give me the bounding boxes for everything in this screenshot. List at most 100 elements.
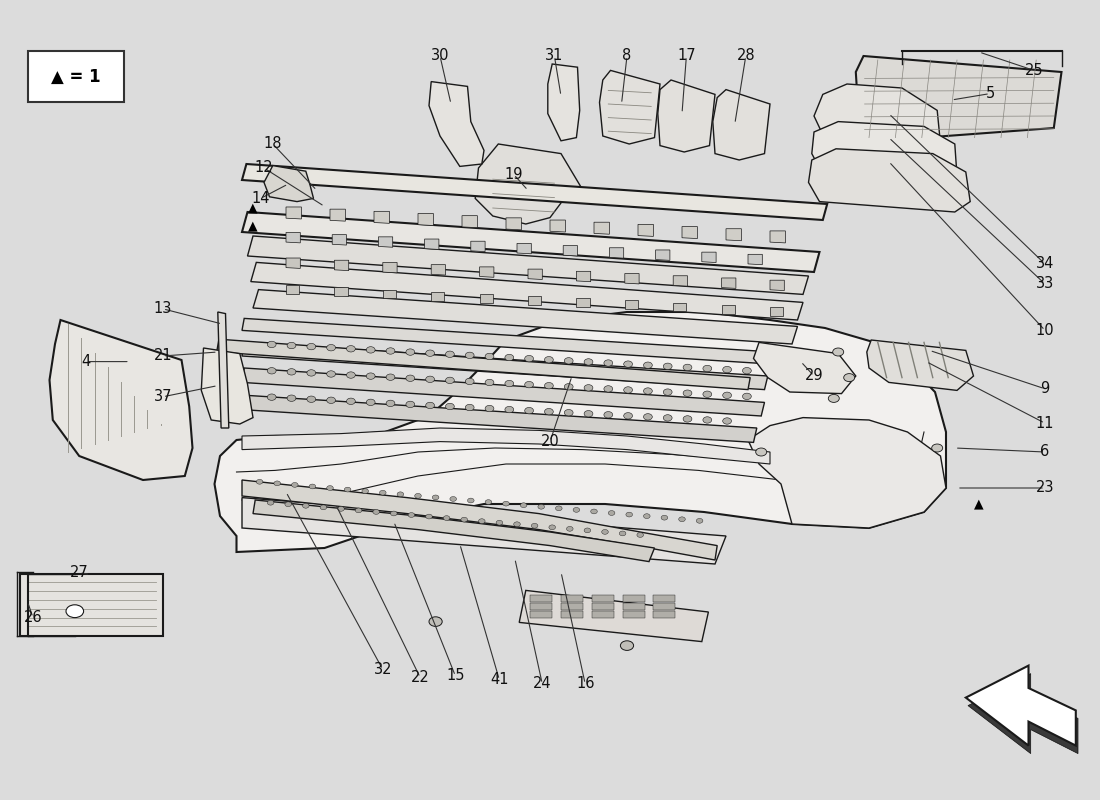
Circle shape	[408, 513, 415, 518]
Polygon shape	[770, 280, 784, 290]
Circle shape	[344, 487, 351, 492]
Text: 21: 21	[154, 349, 172, 363]
Polygon shape	[748, 254, 762, 265]
Circle shape	[723, 418, 732, 424]
Polygon shape	[332, 234, 346, 245]
Circle shape	[426, 514, 432, 519]
Polygon shape	[286, 285, 299, 294]
Text: 24: 24	[534, 677, 551, 691]
Polygon shape	[242, 212, 820, 272]
Circle shape	[573, 507, 580, 512]
Circle shape	[366, 373, 375, 379]
Circle shape	[703, 366, 712, 372]
Text: 25: 25	[1025, 63, 1043, 78]
Circle shape	[461, 518, 468, 522]
Text: ▲: ▲	[249, 202, 257, 214]
Circle shape	[514, 522, 520, 526]
Circle shape	[66, 605, 84, 618]
Polygon shape	[673, 276, 688, 286]
Circle shape	[468, 498, 474, 503]
Text: 5: 5	[986, 86, 994, 101]
Circle shape	[465, 352, 474, 358]
Circle shape	[386, 374, 395, 380]
Polygon shape	[50, 320, 192, 480]
Circle shape	[307, 343, 316, 350]
Circle shape	[604, 411, 613, 418]
Polygon shape	[563, 246, 578, 256]
Polygon shape	[653, 603, 675, 610]
Polygon shape	[201, 348, 253, 424]
Circle shape	[320, 505, 327, 510]
Polygon shape	[594, 222, 609, 234]
Polygon shape	[748, 418, 946, 528]
Polygon shape	[600, 70, 660, 144]
Text: 8: 8	[623, 49, 631, 63]
Polygon shape	[248, 236, 808, 294]
Circle shape	[683, 364, 692, 370]
Circle shape	[465, 404, 474, 410]
Text: 9: 9	[1041, 382, 1049, 396]
Polygon shape	[561, 603, 583, 610]
Circle shape	[397, 492, 404, 497]
Polygon shape	[530, 603, 552, 610]
Polygon shape	[856, 56, 1062, 142]
Circle shape	[327, 486, 333, 490]
Polygon shape	[242, 164, 827, 220]
Circle shape	[346, 372, 355, 378]
Circle shape	[485, 406, 494, 412]
Circle shape	[703, 417, 712, 423]
Circle shape	[703, 391, 712, 398]
Polygon shape	[242, 395, 757, 442]
Circle shape	[478, 518, 485, 523]
Text: 27: 27	[69, 566, 89, 580]
Circle shape	[309, 484, 316, 489]
Polygon shape	[383, 290, 396, 298]
Polygon shape	[625, 301, 638, 310]
Polygon shape	[867, 340, 974, 390]
Polygon shape	[592, 595, 614, 602]
Polygon shape	[968, 674, 1078, 754]
Circle shape	[604, 386, 613, 392]
Polygon shape	[548, 64, 580, 141]
Polygon shape	[966, 666, 1076, 746]
Polygon shape	[374, 211, 389, 223]
Polygon shape	[253, 290, 798, 344]
Circle shape	[287, 369, 296, 375]
Polygon shape	[550, 220, 565, 232]
Circle shape	[505, 406, 514, 413]
Circle shape	[723, 392, 732, 398]
Circle shape	[549, 525, 556, 530]
Circle shape	[544, 409, 553, 415]
Polygon shape	[217, 339, 750, 390]
Polygon shape	[625, 274, 639, 284]
Circle shape	[644, 514, 650, 518]
Polygon shape	[812, 122, 957, 184]
Polygon shape	[383, 262, 397, 273]
Circle shape	[520, 502, 527, 507]
Circle shape	[362, 489, 369, 494]
Polygon shape	[462, 216, 477, 228]
Circle shape	[696, 518, 703, 523]
Polygon shape	[722, 278, 736, 288]
Polygon shape	[475, 144, 583, 224]
Polygon shape	[264, 166, 314, 202]
Text: 37: 37	[154, 390, 172, 404]
Circle shape	[584, 528, 591, 533]
Text: ▲: ▲	[975, 498, 983, 510]
Circle shape	[661, 515, 668, 520]
Circle shape	[544, 357, 553, 363]
Polygon shape	[814, 84, 940, 150]
Polygon shape	[242, 368, 764, 416]
Text: 20: 20	[540, 434, 560, 449]
Polygon shape	[530, 595, 552, 602]
Polygon shape	[623, 603, 645, 610]
Polygon shape	[530, 611, 552, 618]
Circle shape	[450, 497, 456, 502]
Polygon shape	[653, 595, 675, 602]
Circle shape	[446, 377, 454, 383]
Text: 28: 28	[737, 49, 755, 63]
Polygon shape	[561, 595, 583, 602]
Circle shape	[663, 414, 672, 421]
Polygon shape	[770, 231, 785, 243]
Text: 18: 18	[264, 137, 282, 151]
